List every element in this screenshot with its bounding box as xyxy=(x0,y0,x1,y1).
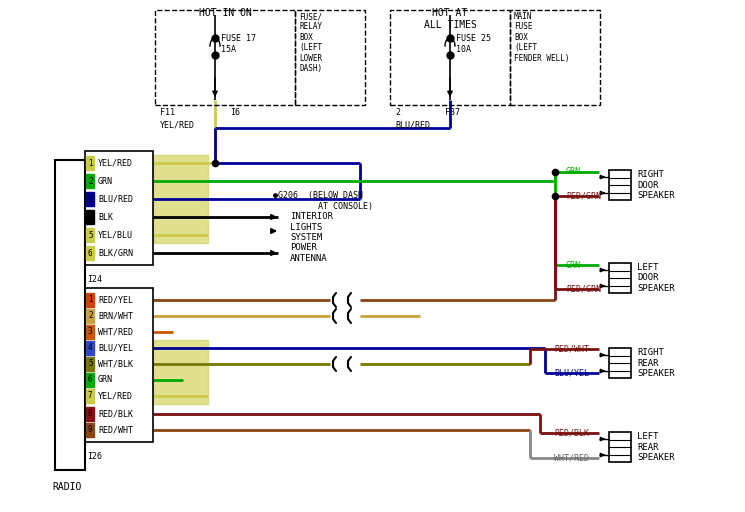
Text: 3: 3 xyxy=(88,328,92,336)
Bar xyxy=(295,10,365,105)
Bar xyxy=(86,210,94,224)
Text: GRN: GRN xyxy=(98,375,113,385)
Text: 4: 4 xyxy=(88,344,92,352)
Bar xyxy=(153,155,208,243)
Bar xyxy=(609,432,631,462)
Text: YEL/BLU: YEL/BLU xyxy=(98,230,133,240)
Text: HOT AT
ALL TIMES: HOT AT ALL TIMES xyxy=(424,8,477,30)
Bar xyxy=(390,10,510,105)
Bar xyxy=(153,340,208,404)
Text: BLU/YEL: BLU/YEL xyxy=(554,369,589,377)
Text: GRN: GRN xyxy=(566,167,581,177)
Text: I24: I24 xyxy=(87,275,102,284)
Text: ●G206  (BELOW DASH
         AT CONSOLE): ●G206 (BELOW DASH AT CONSOLE) xyxy=(273,191,373,211)
Text: MAIN
FUSE
BOX
(LEFT
FENDER WELL): MAIN FUSE BOX (LEFT FENDER WELL) xyxy=(514,12,569,62)
Text: 3: 3 xyxy=(88,195,92,203)
Text: 6: 6 xyxy=(88,375,92,385)
Text: I26: I26 xyxy=(87,452,102,461)
Bar xyxy=(609,348,631,378)
Text: 2: 2 xyxy=(88,177,92,185)
Text: 5: 5 xyxy=(88,230,92,240)
Text: 6: 6 xyxy=(88,248,92,258)
Text: 1: 1 xyxy=(88,159,92,167)
Text: RED/BLK: RED/BLK xyxy=(554,429,589,437)
Text: HOT IN ON: HOT IN ON xyxy=(199,8,251,18)
Text: 4: 4 xyxy=(88,212,92,222)
Bar xyxy=(85,288,153,442)
Text: WHT/RED: WHT/RED xyxy=(98,328,133,336)
Bar xyxy=(86,156,94,170)
Text: RED/YEL: RED/YEL xyxy=(98,295,133,305)
Text: BRN/WHT: BRN/WHT xyxy=(98,311,133,321)
Text: WHT/BLK: WHT/BLK xyxy=(98,359,133,369)
Text: RADIO: RADIO xyxy=(52,482,81,492)
Text: BLK/GRN: BLK/GRN xyxy=(98,248,133,258)
Text: YEL/RED: YEL/RED xyxy=(160,120,195,129)
Bar xyxy=(155,10,295,105)
Text: LEFT
DOOR
SPEAKER: LEFT DOOR SPEAKER xyxy=(637,263,675,293)
Text: RED/WHT: RED/WHT xyxy=(98,425,133,435)
Bar xyxy=(86,373,94,387)
Text: YEL/RED: YEL/RED xyxy=(98,392,133,400)
Bar xyxy=(609,170,631,200)
Text: I6: I6 xyxy=(230,108,240,117)
Text: RIGHT
REAR
SPEAKER: RIGHT REAR SPEAKER xyxy=(637,348,675,378)
Text: FUSE 17
15A: FUSE 17 15A xyxy=(221,34,256,54)
Text: 8: 8 xyxy=(88,410,92,418)
Text: LEFT
REAR
SPEAKER: LEFT REAR SPEAKER xyxy=(637,432,675,462)
Text: BLU/RED: BLU/RED xyxy=(98,195,133,203)
Text: 9: 9 xyxy=(88,425,92,435)
Text: 2: 2 xyxy=(395,108,400,117)
Text: 5: 5 xyxy=(88,359,92,369)
Bar xyxy=(85,151,153,265)
Bar xyxy=(86,423,94,437)
Bar xyxy=(510,10,600,105)
Bar xyxy=(86,309,94,323)
Bar xyxy=(86,389,94,403)
Bar xyxy=(86,192,94,206)
Text: RED/GRN: RED/GRN xyxy=(566,285,601,293)
Text: BLU/RED: BLU/RED xyxy=(395,120,430,129)
Text: FUSE 25
10A: FUSE 25 10A xyxy=(456,34,491,54)
Text: BLU/YEL: BLU/YEL xyxy=(98,344,133,352)
Text: RIGHT
DOOR
SPEAKER: RIGHT DOOR SPEAKER xyxy=(637,170,675,200)
Text: 2: 2 xyxy=(88,311,92,321)
Bar xyxy=(86,174,94,188)
Bar xyxy=(86,246,94,260)
Text: GRN: GRN xyxy=(98,177,113,185)
Bar xyxy=(86,228,94,242)
Text: F11: F11 xyxy=(160,108,175,117)
Bar xyxy=(86,293,94,307)
Bar xyxy=(86,357,94,371)
Text: 7: 7 xyxy=(88,392,92,400)
Bar xyxy=(55,160,85,470)
Bar xyxy=(609,263,631,293)
Text: YEL/RED: YEL/RED xyxy=(98,159,133,167)
Text: POWER
ANTENNA: POWER ANTENNA xyxy=(290,243,328,263)
Text: 1: 1 xyxy=(88,295,92,305)
Text: GRN: GRN xyxy=(566,261,581,269)
Bar xyxy=(86,341,94,355)
Text: FUSE/
RELAY
BOX
(LEFT
LOWER
DASH): FUSE/ RELAY BOX (LEFT LOWER DASH) xyxy=(299,12,322,73)
Text: RED/WHT: RED/WHT xyxy=(554,345,589,353)
Text: WHT/RED: WHT/RED xyxy=(554,454,589,462)
Text: RED/BLK: RED/BLK xyxy=(98,410,133,418)
Text: BLK: BLK xyxy=(98,212,113,222)
Text: F37: F37 xyxy=(445,108,460,117)
Text: INTERIOR
LIGHTS
SYSTEM: INTERIOR LIGHTS SYSTEM xyxy=(290,212,333,242)
Bar xyxy=(86,407,94,421)
Text: RED/GRN: RED/GRN xyxy=(566,191,601,201)
Bar xyxy=(86,325,94,339)
